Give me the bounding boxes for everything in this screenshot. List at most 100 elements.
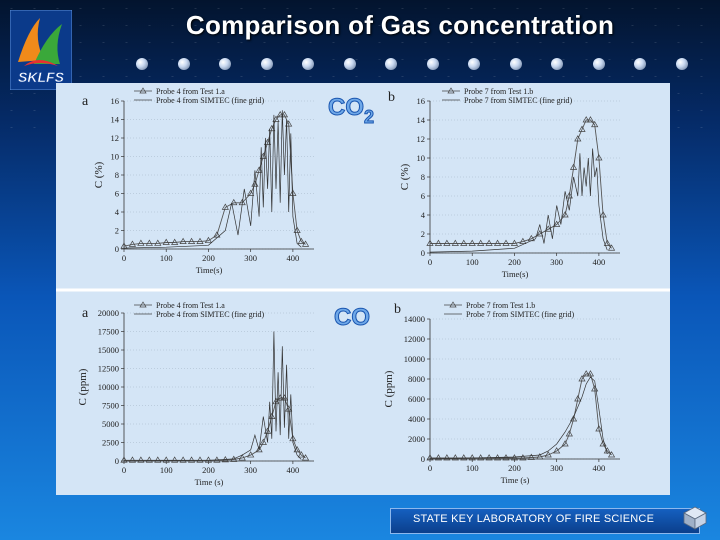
co2-label: CO2	[328, 94, 374, 127]
y-tick-label: 16	[111, 96, 120, 106]
chart-4: 0 100 200 300 400020004000600080001000012000…	[383, 301, 620, 485]
x-axis-label: Time(s)	[502, 269, 529, 279]
y-tick-label: 4000	[408, 414, 425, 424]
data-point	[443, 454, 451, 461]
data-point	[120, 456, 128, 463]
y-tick-label: 20000	[98, 308, 119, 318]
y-tick-label: 12	[417, 134, 426, 144]
x-tick-label: 200	[508, 257, 521, 267]
bullet-dot	[592, 58, 605, 70]
data-point	[603, 239, 611, 246]
bullet-dot	[675, 58, 688, 70]
data-point	[301, 454, 310, 461]
data-point	[187, 237, 196, 244]
y-tick-label: 4	[421, 210, 426, 220]
data-point	[595, 425, 603, 432]
data-point	[591, 385, 599, 392]
data-point	[582, 116, 590, 123]
data-point	[221, 203, 229, 210]
y-tick-label: 6	[421, 191, 425, 201]
x-tick-label: 400	[593, 463, 606, 473]
data-point	[443, 239, 451, 246]
legend-label: Probe 7 from SIMTEC (fine grid)	[466, 310, 575, 319]
series-line-2	[429, 376, 608, 460]
y-tick-label: 17500	[98, 327, 119, 337]
bullet-dot	[343, 58, 356, 70]
data-point	[285, 120, 293, 127]
chart-1: 0 100 200 300 400 0 2 4 6 8 10 12 14 16 Time(s) C (%) a P…	[82, 87, 314, 275]
data-point	[238, 454, 246, 461]
bullet-dot	[551, 58, 563, 70]
y-tick-label: 8	[421, 172, 425, 182]
data-point	[196, 237, 204, 244]
data-point	[272, 115, 280, 122]
x-tick-label: 400	[287, 465, 300, 475]
y-tick-label: 10	[111, 152, 120, 162]
data-point	[297, 237, 305, 244]
data-point	[263, 427, 272, 434]
chart-2: 0 100 200 300 400 0 2 4 6 8 10 12 14 16 Time(s) C (%) b P…	[388, 87, 620, 279]
y-tick-label: 0	[115, 244, 119, 254]
data-point	[468, 454, 476, 461]
x-axis-label: Time(s)	[196, 265, 223, 275]
data-point	[574, 135, 582, 142]
y-tick-label: 10000	[98, 382, 119, 392]
data-point	[293, 226, 301, 233]
y-tick-label: 10	[417, 153, 426, 163]
x-tick-label: 200	[202, 253, 215, 263]
slide-title: Comparison of Gas concentration	[185, 10, 615, 40]
data-point	[276, 110, 284, 118]
chart-3: 0 100 200 300 400 0 2500 5000 7500 10000 12500 1500…	[77, 301, 314, 487]
y-tick-label: 10000	[404, 354, 425, 364]
data-point	[272, 397, 280, 405]
panel-label: a	[82, 94, 89, 109]
y-tick-label: 14000	[404, 314, 425, 324]
co-label: CO	[334, 304, 370, 331]
legend-label: Probe 7 from SIMTEC (fine grid)	[464, 96, 573, 105]
data-point	[553, 220, 561, 227]
data-point	[276, 394, 284, 401]
y-tick-label: 4	[115, 207, 120, 217]
y-tick-label: 6000	[408, 394, 425, 404]
data-point	[213, 231, 221, 238]
data-point	[230, 198, 238, 206]
series-line-1	[430, 119, 612, 249]
data-point	[259, 438, 267, 445]
legend-label: Probe 4 from Test 1.a	[156, 87, 225, 96]
data-point	[154, 456, 162, 463]
bullet-dot	[385, 58, 397, 70]
y-tick-label: 14	[417, 115, 426, 125]
x-tick-label: 100	[160, 253, 173, 263]
data-point	[162, 238, 170, 245]
legend-marker	[449, 301, 457, 308]
y-tick-label: 2000	[408, 434, 425, 444]
gas-concentration-charts: CO2 CO 0 100 200 300 4000246810121416Time(s)…	[56, 87, 670, 487]
logo-text: SKLFS	[18, 69, 65, 85]
data-point	[426, 454, 434, 461]
data-point	[586, 116, 595, 123]
x-tick-label: 0	[122, 253, 126, 263]
data-point	[128, 240, 137, 247]
data-point	[204, 236, 213, 244]
bullet-dot	[260, 58, 273, 70]
data-point	[477, 454, 485, 461]
y-tick-label: 0	[115, 456, 119, 466]
data-point	[187, 456, 196, 463]
data-point	[510, 454, 519, 461]
x-tick-label: 400	[287, 253, 300, 263]
data-point	[561, 211, 569, 218]
data-point	[578, 375, 586, 382]
y-tick-label: 8	[115, 170, 119, 180]
data-point	[586, 370, 595, 377]
series-line-2	[123, 110, 302, 249]
x-tick-label: 200	[508, 463, 521, 473]
panel-label: a	[82, 306, 89, 321]
series-line-2	[429, 148, 608, 253]
data-point	[536, 230, 544, 237]
footer-bar	[390, 508, 700, 534]
y-tick-label: 12500	[98, 364, 119, 374]
y-tick-label: 14	[111, 115, 120, 125]
data-point	[247, 189, 255, 196]
legend-marker	[139, 87, 147, 94]
